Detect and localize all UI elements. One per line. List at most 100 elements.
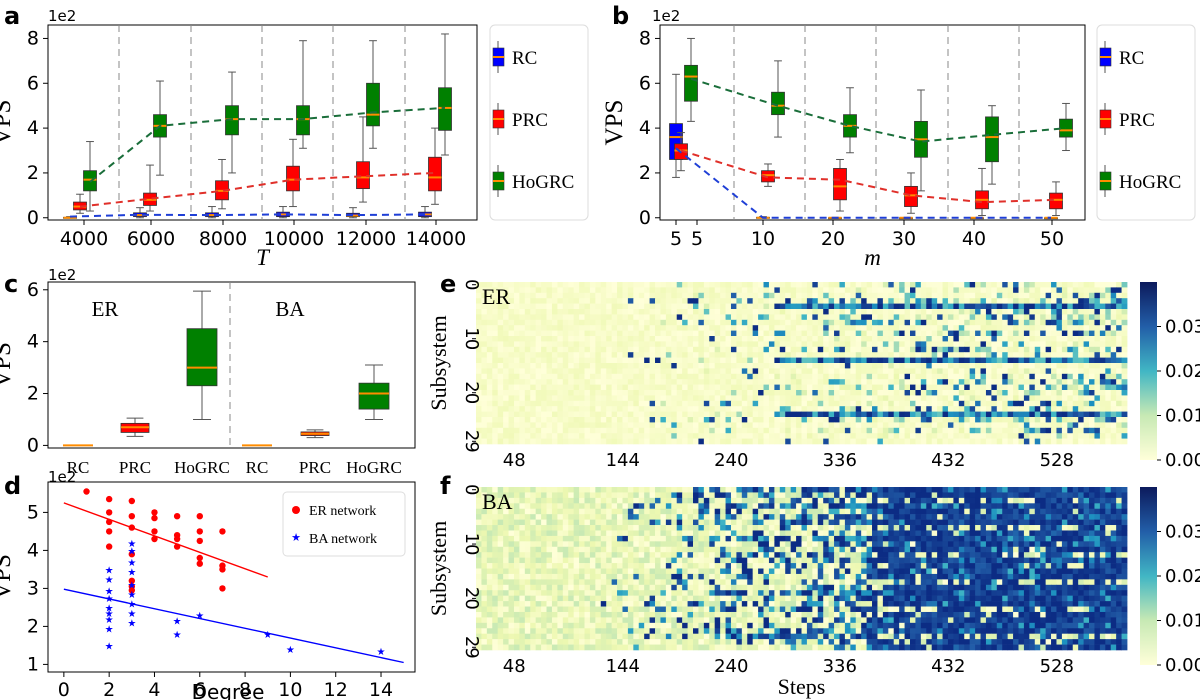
- heatmap-cell: [1116, 433, 1122, 439]
- heatmap-cell: [568, 514, 575, 520]
- heatmap-cell: [633, 314, 640, 321]
- heatmap-cell: [1023, 303, 1030, 310]
- heatmap-cell: [872, 438, 878, 445]
- heatmap-cell: [503, 287, 509, 294]
- heatmap-cell: [763, 325, 770, 331]
- heatmap-cell: [877, 303, 884, 310]
- heatmap-cell: [958, 438, 965, 445]
- heatmap-cell: [730, 438, 737, 445]
- heatmap-cell: [1045, 363, 1052, 369]
- heatmap-cell: [931, 406, 938, 412]
- heatmap-cell: [1029, 384, 1036, 391]
- heatmap-cell: [513, 287, 520, 294]
- heatmap-cell: [481, 406, 488, 412]
- heatmap-cell: [790, 330, 797, 337]
- heatmap-cell: [785, 417, 792, 423]
- heatmap-cell: [741, 438, 748, 445]
- heatmap-cell: [741, 514, 748, 520]
- heatmap-cell: [996, 384, 1003, 391]
- heatmap-cell: [893, 438, 900, 445]
- heatmap-cell: [975, 400, 981, 407]
- heatmap-cell: [1094, 341, 1101, 348]
- heatmap-cell: [747, 336, 754, 342]
- x-tick-label: 20: [821, 228, 845, 250]
- heatmap-cell: [931, 503, 938, 510]
- heatmap-cell: [1013, 314, 1019, 321]
- heatmap-cell: [1094, 292, 1101, 299]
- heatmap-cell: [573, 417, 580, 423]
- heatmap-cell: [991, 314, 998, 321]
- heatmap-cell: [844, 336, 851, 342]
- heatmap-cell: [752, 525, 759, 531]
- heatmap-cell: [1051, 368, 1057, 375]
- heatmap-cell: [671, 503, 678, 510]
- heatmap-cell: [812, 525, 819, 531]
- heatmap-cell: [725, 319, 732, 326]
- heatmap-cell: [1045, 497, 1052, 504]
- heatmap-cell: [741, 363, 748, 369]
- heatmap-cell: [611, 384, 618, 391]
- heatmap-cell: [676, 395, 683, 402]
- heatmap-cell: [660, 368, 667, 375]
- heatmap-cell: [817, 422, 824, 429]
- heatmap-cell: [1094, 395, 1101, 402]
- heatmap-cell: [1083, 336, 1090, 342]
- heatmap-cell: [676, 379, 683, 385]
- heatmap-cell: [980, 400, 987, 407]
- heatmap-cell: [834, 438, 840, 445]
- heatmap-cell: [1067, 373, 1074, 380]
- heatmap-cell: [611, 346, 618, 353]
- heatmap-cell: [557, 411, 564, 418]
- heatmap-cell: [1029, 519, 1036, 526]
- heatmap-cell: [904, 384, 911, 391]
- heatmap-cell: [866, 427, 873, 434]
- heatmap-cell: [546, 282, 553, 288]
- heatmap-cell: [709, 406, 716, 412]
- heatmap-cell: [633, 373, 640, 380]
- heatmap-cell: [655, 406, 661, 412]
- heatmap-cell: [926, 508, 933, 515]
- heatmap-cell: [888, 357, 895, 364]
- heatmap-cell: [817, 519, 824, 526]
- heatmap-cell: [790, 346, 797, 353]
- heatmap-cell: [730, 503, 737, 510]
- heatmap-cell: [985, 411, 992, 418]
- heatmap-cell: [877, 336, 884, 342]
- heatmap-cell: [541, 487, 547, 493]
- heatmap-cell: [1105, 368, 1112, 375]
- heatmap-cell: [785, 325, 792, 331]
- heatmap-cell: [546, 487, 553, 493]
- heatmap-cell: [1083, 379, 1090, 385]
- heatmap-cell: [497, 303, 504, 310]
- heatmap-cell: [497, 373, 504, 380]
- heatmap-cell: [910, 319, 916, 326]
- heatmap-cell: [655, 384, 661, 391]
- heatmap-cell: [763, 411, 770, 418]
- heatmap-cell: [828, 319, 835, 326]
- heatmap-cell: [817, 357, 824, 364]
- heatmap-cell: [1040, 438, 1047, 445]
- heatmap-cell: [823, 422, 830, 429]
- heatmap-cell: [1067, 400, 1074, 407]
- heatmap-cell: [676, 438, 683, 445]
- heatmap-cell: [530, 417, 537, 423]
- heatmap-cell: [996, 346, 1003, 353]
- heatmap-cell: [991, 433, 998, 439]
- heatmap-cell: [1089, 330, 1095, 337]
- heatmap-cell: [877, 379, 884, 385]
- heatmap-cell: [1056, 325, 1063, 331]
- heatmap-cell: [747, 519, 754, 526]
- heatmap-cell: [1072, 282, 1079, 288]
- heatmap-cell: [617, 325, 623, 331]
- heatmap-cell: [1051, 373, 1057, 380]
- heatmap-cell: [893, 427, 900, 434]
- heatmap-cell: [524, 427, 531, 434]
- heatmap-cell: [627, 325, 634, 331]
- heatmap-cell: [768, 341, 775, 348]
- heatmap-cell: [763, 492, 770, 499]
- heatmap-cell: [801, 384, 808, 391]
- heatmap-cell: [1018, 298, 1025, 304]
- heatmap-cell: [600, 346, 607, 353]
- legend-marker-ba: ★: [291, 531, 301, 544]
